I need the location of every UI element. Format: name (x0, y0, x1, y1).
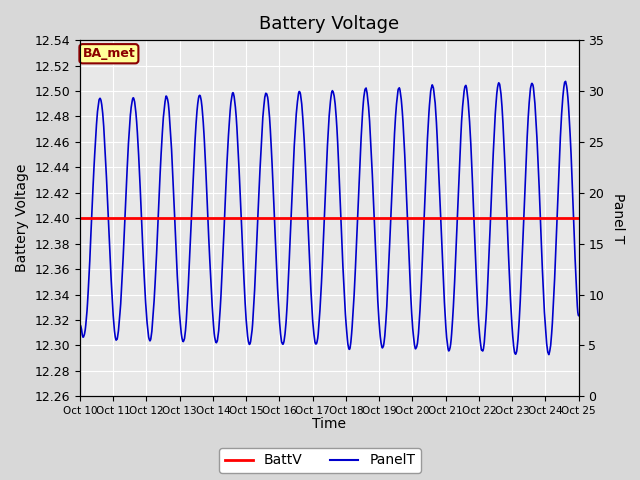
Y-axis label: Panel T: Panel T (611, 193, 625, 243)
X-axis label: Time: Time (312, 418, 346, 432)
Title: Battery Voltage: Battery Voltage (259, 15, 399, 33)
Y-axis label: Battery Voltage: Battery Voltage (15, 164, 29, 272)
Text: BA_met: BA_met (83, 47, 135, 60)
Legend: BattV, PanelT: BattV, PanelT (220, 448, 420, 473)
